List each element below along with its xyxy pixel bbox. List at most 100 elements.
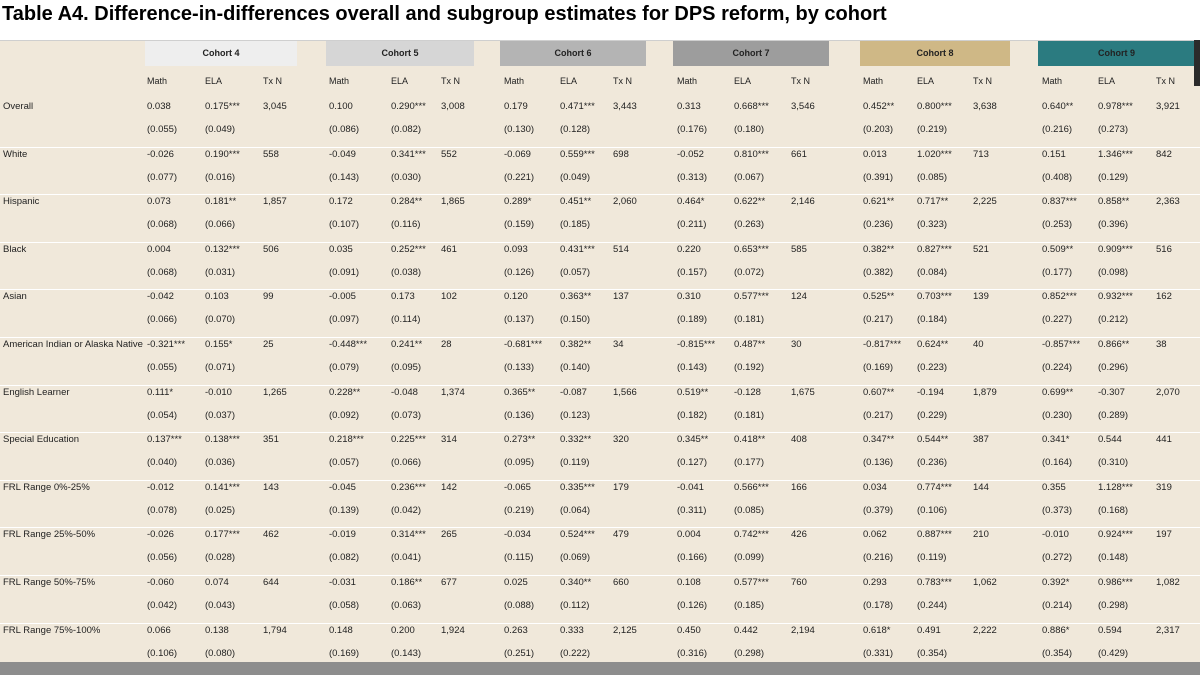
tx-n-value: 552 <box>441 148 457 160</box>
ela-std-error: (0.043) <box>205 600 236 611</box>
tx-n-value: 661 <box>791 148 807 160</box>
math-estimate: -0.041 <box>677 481 704 493</box>
math-std-error: (0.272) <box>1042 552 1073 564</box>
math-std-error: (0.086) <box>329 124 360 135</box>
math-std-error: (0.055) <box>147 124 178 135</box>
math-estimate: 0.034 <box>863 481 887 493</box>
ela-estimate: 0.138*** <box>205 434 240 446</box>
row-divider <box>0 575 1200 576</box>
math-std-error: (0.236) <box>863 219 894 231</box>
tx-n-value: 210 <box>973 529 989 541</box>
row-label: English Learner <box>3 386 70 398</box>
math-estimate: 0.004 <box>677 529 701 541</box>
math-estimate: -0.049 <box>329 148 356 160</box>
ela-std-error: (0.150) <box>560 314 591 326</box>
row-label: FRL Range 50%-75% <box>3 577 96 588</box>
ela-estimate: 0.717** <box>917 196 949 208</box>
ela-std-error: (0.066) <box>205 219 236 231</box>
column-subheader: Math <box>504 76 525 86</box>
ela-estimate: 0.138 <box>205 624 229 636</box>
math-estimate: -0.026 <box>147 148 174 160</box>
scrollbar[interactable] <box>1194 40 1200 86</box>
math-estimate: -0.321*** <box>147 339 186 350</box>
ela-estimate: 0.703*** <box>917 291 952 303</box>
ela-estimate: 0.559*** <box>560 148 595 160</box>
math-estimate: 0.172 <box>329 196 353 208</box>
ela-std-error: (0.071) <box>205 362 236 373</box>
cohort-header: Cohort 6 <box>500 41 646 66</box>
tx-n-value: 25 <box>263 339 274 350</box>
row-label: FRL Range 25%-50% <box>3 529 96 541</box>
math-std-error: (0.216) <box>863 552 894 564</box>
ela-std-error: (0.049) <box>205 124 236 135</box>
math-estimate: 0.392* <box>1042 577 1070 588</box>
row-divider <box>0 337 1200 338</box>
tx-n-value: 265 <box>441 529 457 541</box>
column-subheader: ELA <box>391 76 409 86</box>
ela-std-error: (0.037) <box>205 409 236 421</box>
column-subheader: Math <box>329 76 350 86</box>
math-estimate: 0.013 <box>863 148 887 160</box>
math-estimate: -0.005 <box>329 291 356 303</box>
ela-std-error: (0.222) <box>560 647 591 659</box>
tx-n-value: 3,008 <box>441 101 465 112</box>
math-std-error: (0.068) <box>147 219 178 231</box>
ela-std-error: (0.036) <box>205 457 236 469</box>
math-std-error: (0.139) <box>329 504 360 516</box>
cohort-header: Cohort 9 <box>1038 41 1195 66</box>
math-estimate: 0.452** <box>863 101 895 112</box>
ela-estimate: 0.314*** <box>391 529 426 541</box>
math-std-error: (0.219) <box>504 504 535 516</box>
math-estimate: 0.289* <box>504 196 532 208</box>
cohort-header: Cohort 8 <box>860 41 1010 66</box>
column-subheader: Math <box>677 76 698 86</box>
math-estimate: -0.817*** <box>863 339 902 350</box>
tx-n-value: 38 <box>1156 339 1167 350</box>
ela-estimate: 0.491 <box>917 624 941 636</box>
ela-estimate: 0.924*** <box>1098 529 1133 541</box>
tx-n-value: 387 <box>973 434 989 446</box>
ela-estimate: 0.225*** <box>391 434 426 446</box>
ela-std-error: (0.192) <box>734 362 765 373</box>
math-estimate: 0.310 <box>677 291 701 303</box>
column-subheader: Tx N <box>791 76 810 86</box>
ela-std-error: (0.310) <box>1098 457 1129 469</box>
row-label: Overall <box>3 101 34 112</box>
column-subheader: ELA <box>734 76 752 86</box>
tx-n-value: 1,082 <box>1156 577 1180 588</box>
tx-n-value: 99 <box>263 291 274 303</box>
math-std-error: (0.130) <box>504 124 535 135</box>
ela-std-error: (0.168) <box>1098 504 1129 516</box>
math-std-error: (0.169) <box>863 362 894 373</box>
math-estimate: 0.151 <box>1042 148 1066 160</box>
math-estimate: 0.108 <box>677 577 701 588</box>
tx-n-value: 1,857 <box>263 196 287 208</box>
ela-std-error: (0.084) <box>917 266 948 278</box>
math-estimate: 0.293 <box>863 577 887 588</box>
tx-n-value: 144 <box>973 481 989 493</box>
math-std-error: (0.097) <box>329 314 360 326</box>
tx-n-value: 461 <box>441 243 457 255</box>
math-std-error: (0.042) <box>147 600 178 611</box>
math-std-error: (0.224) <box>1042 362 1073 373</box>
math-std-error: (0.211) <box>677 219 707 231</box>
math-estimate: 0.886* <box>1042 624 1070 636</box>
math-estimate: 0.347** <box>863 434 895 446</box>
tx-n-value: 2,363 <box>1156 196 1180 208</box>
cohort-header: Cohort 7 <box>673 41 829 66</box>
ela-std-error: (0.223) <box>917 362 948 373</box>
estimates-table: Cohort 4 Math ELA Tx N Cohort 5 Math ELA Tx N Co… <box>0 40 1200 663</box>
row-divider <box>0 479 1200 481</box>
math-std-error: (0.055) <box>147 362 178 373</box>
ela-estimate: 0.236*** <box>391 481 426 493</box>
ela-std-error: (0.041) <box>391 552 422 564</box>
math-std-error: (0.157) <box>677 266 708 278</box>
math-estimate: 0.640** <box>1042 101 1074 112</box>
tx-n-value: 30 <box>791 339 802 350</box>
tx-n-value: 314 <box>441 434 457 446</box>
row-divider <box>0 289 1200 291</box>
table-footer-bar <box>0 662 1200 675</box>
ela-estimate: 0.442 <box>734 624 758 636</box>
ela-std-error: (0.128) <box>560 124 591 135</box>
tx-n-value: 2,146 <box>791 196 815 208</box>
